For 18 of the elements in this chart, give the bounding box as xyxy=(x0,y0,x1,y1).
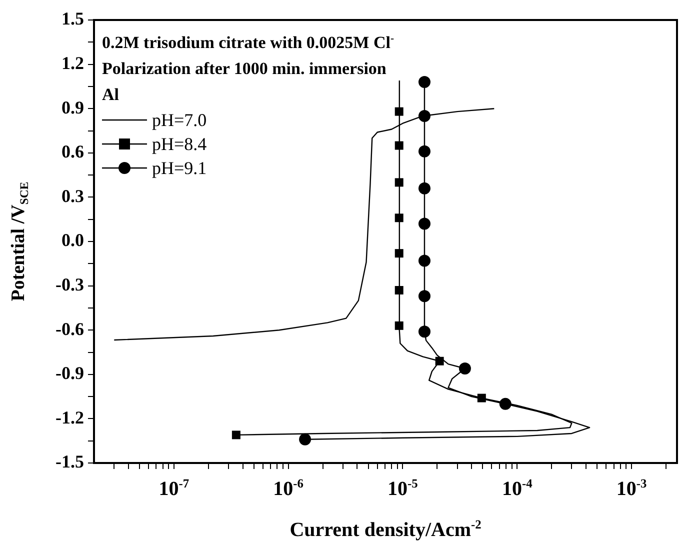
y-tick-label: 0.9 xyxy=(62,97,84,118)
legend-label: pH=9.1 xyxy=(152,158,207,178)
y-tick-label: 0.6 xyxy=(62,142,84,162)
y-tick-label: -0.3 xyxy=(56,274,84,294)
y-tick-label: 1.5 xyxy=(62,8,84,29)
y-tick-label: -1.2 xyxy=(56,407,84,428)
y-tick-label: 0.0 xyxy=(62,230,84,250)
legend-label: pH=7.0 xyxy=(152,110,207,130)
y-tick-label: -0.6 xyxy=(56,318,84,339)
annotation: Polarization after 1000 min. immersion xyxy=(102,59,387,78)
legend-label: pH=8.4 xyxy=(152,134,207,154)
y-tick-label: -0.9 xyxy=(56,363,84,384)
annotation: Al xyxy=(102,85,120,104)
y-axis-title: Potential /VSCE xyxy=(8,182,31,302)
y-tick-label: -1.5 xyxy=(56,452,84,472)
y-tick-label: 1.2 xyxy=(62,52,84,73)
annotation: 0.2M trisodium citrate with 0.0025M Cl- xyxy=(102,33,394,52)
y-tick-label: 0.3 xyxy=(62,186,84,206)
